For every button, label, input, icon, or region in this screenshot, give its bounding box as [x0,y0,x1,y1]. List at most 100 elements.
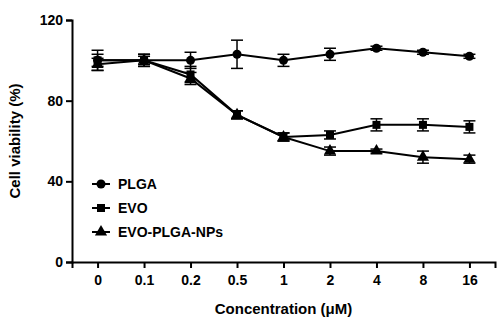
error-cap [417,130,429,132]
error-bar [463,121,475,133]
axis-line [66,21,73,263]
marker [325,50,334,59]
error-cap [324,47,336,49]
error-cap [185,66,197,68]
tick-label: 0 [94,272,102,288]
tick: 120 [40,12,72,28]
series [91,53,475,163]
marker [463,152,475,163]
tick-label: 0.5 [228,272,248,288]
error-bar [185,52,197,68]
error-cap [92,50,104,52]
tick: 0 [94,262,102,288]
tick-label: 16 [462,272,478,288]
tick: 1 [280,262,288,288]
marker [233,50,242,59]
marker [370,144,382,155]
tick-label: 40 [47,173,63,189]
tick-mark [144,262,146,268]
legend-entry: EVO-PLGA-NPs [92,224,223,240]
error-cap [138,66,150,68]
legend-label: PLGA [118,176,157,192]
tick-label: 0.2 [181,272,201,288]
marker [91,57,103,68]
marker [277,130,289,141]
legend: PLGA EVO EVO-PLGA-NPs [92,176,223,240]
error-bar [278,54,290,66]
y-axis: 0 40 80 120 [40,12,73,270]
error-cap [92,70,104,72]
marker [465,52,474,61]
tick: 0 [55,254,72,270]
tick-label: 120 [40,12,64,28]
tick-label: 4 [373,272,381,288]
series [92,54,476,141]
marker [417,150,429,161]
tick-mark [376,262,378,268]
marker [231,108,243,119]
tick-mark [66,100,72,102]
error-bar [185,72,197,84]
marker [465,123,473,131]
tick-mark [329,262,331,268]
error-cap [92,70,104,72]
error-cap [463,120,475,122]
error-bar [324,131,336,139]
tick: 8 [420,262,428,288]
marker [418,48,427,57]
marker [326,131,334,139]
tick-mark [422,262,424,268]
legend-marker [95,225,107,236]
tick-mark [66,181,72,183]
tick-label: 80 [47,93,63,109]
tick: 16 [462,262,478,288]
marker [186,56,195,65]
tick-mark [66,262,72,264]
x-axis-title: Concentration (μM) [215,300,353,317]
error-bar [417,151,429,163]
tick: 2 [327,262,335,288]
legend-label: EVO-PLGA-NPs [118,224,223,240]
error-bar [417,119,429,131]
error-cap [278,54,290,56]
tick: 0.2 [181,262,201,288]
error-bar [92,58,104,70]
y-axis-title: Cell viability (%) [6,83,23,198]
tick-mark [190,262,192,268]
axis-line [73,263,496,269]
error-cap [370,118,382,120]
series [92,40,476,70]
legend-marker [97,204,105,212]
tick: 40 [47,173,72,189]
error-cap [278,66,290,68]
error-cap [185,84,197,86]
tick-mark [469,262,471,268]
tick-label: 1 [280,272,288,288]
x-axis: 0 0.1 0.2 0.5 1 2 4 8 16 [73,262,496,288]
error-cap [185,52,197,54]
legend-label: EVO [118,200,148,216]
marker [279,56,288,65]
error-bar [185,66,197,82]
error-bar [324,48,336,60]
error-bar [370,119,382,131]
error-cap [138,66,150,68]
tick-label: 0 [55,254,63,270]
marks [91,40,475,163]
marker [372,44,381,53]
tick-mark [97,262,99,268]
marker [419,121,427,129]
plot: 0 40 80 120 0 0.1 0.2 0.5 1 2 4 8 16 PLGA EVO EVO-PLGA-… [40,12,496,288]
error-cap [92,54,104,56]
legend-entry: EVO [92,200,148,216]
tick-mark [237,262,239,268]
marker [138,53,150,64]
tick-mark [283,262,285,268]
tick-mark [66,20,72,22]
tick-label: 2 [327,272,335,288]
error-cap [417,118,429,120]
marker [372,121,380,129]
legend-marker [96,179,105,188]
line [98,60,470,137]
tick: 0.1 [135,262,155,288]
